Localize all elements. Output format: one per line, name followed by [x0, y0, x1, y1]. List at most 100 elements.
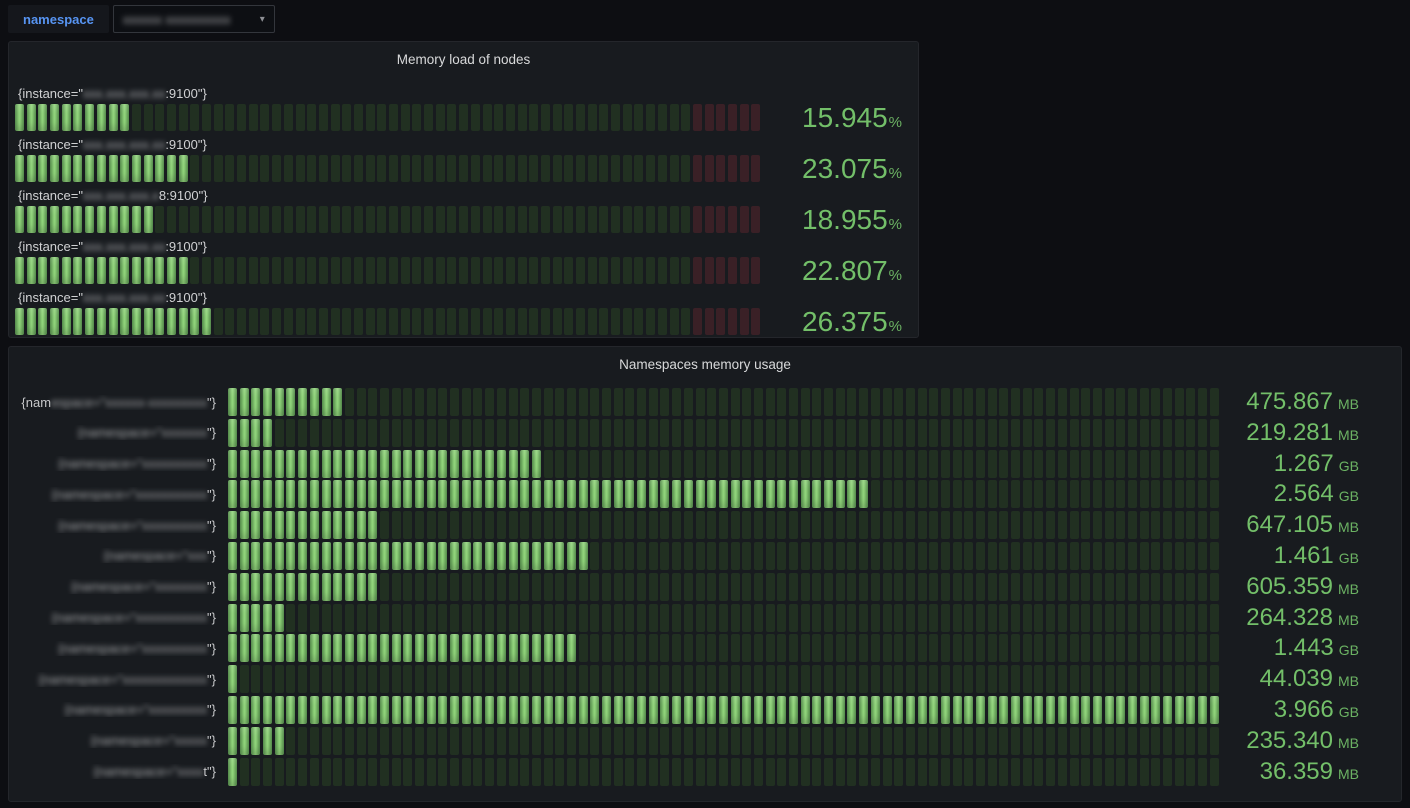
- gauge-cell: [333, 695, 343, 724]
- gauge-cell: [1046, 757, 1056, 786]
- gauge-cell: [987, 418, 997, 447]
- gauge-cell: [15, 104, 24, 131]
- gauge-cell: [286, 665, 296, 694]
- gauge-cell: [263, 541, 273, 570]
- gauge-cell: [356, 634, 366, 663]
- gauge-cell: [646, 104, 656, 131]
- gauge-cell: [377, 257, 387, 284]
- gauge-cell: [540, 308, 550, 335]
- gauge-cell: [1104, 572, 1114, 601]
- gauge-cell: [1198, 388, 1208, 416]
- gauge-cell: [470, 104, 480, 131]
- gauge-cell: [1011, 388, 1021, 416]
- gauge-cell: [765, 388, 775, 416]
- gauge-cell: [578, 388, 588, 416]
- gauge-cell: [789, 726, 798, 755]
- gauge-cell: [611, 308, 621, 335]
- gauge-cell: [520, 449, 530, 478]
- gauge-cell: [765, 665, 775, 694]
- chevron-down-icon: ▾: [259, 13, 265, 25]
- gauge-cell: [120, 104, 130, 131]
- panel-title[interactable]: Memory load of nodes: [396, 52, 531, 67]
- gauge-cell: [613, 572, 623, 601]
- gauge-cell: [637, 572, 647, 601]
- gauge-cell: [1127, 757, 1137, 786]
- gauge-cell: [248, 206, 258, 233]
- gauge-cell: [540, 155, 550, 182]
- gauge-cell: [789, 634, 798, 663]
- gauge-cell: [777, 418, 787, 447]
- gauge-cell: [333, 418, 343, 447]
- panel-title[interactable]: Namespaces memory usage: [619, 357, 791, 372]
- gauge-cell: [751, 155, 761, 182]
- gauge-cell: [155, 308, 165, 335]
- gauge-cell: [742, 480, 752, 509]
- gauge-value-unit: %: [888, 266, 902, 284]
- gauge-cell: [356, 449, 366, 478]
- gauge-cell: [695, 541, 705, 570]
- gauge-cell: [531, 572, 541, 601]
- gauge-cell: [447, 206, 457, 233]
- gauge-cell: [391, 695, 401, 724]
- gauge-cell: [800, 388, 810, 416]
- gauge-cell: [730, 572, 740, 601]
- gauge-cell: [1174, 480, 1184, 509]
- gauge-cell: [566, 541, 576, 570]
- gauge-value-number: 475.867: [1246, 388, 1333, 415]
- gauge-cell: [426, 695, 436, 724]
- label-prefix: {nam: [21, 394, 52, 410]
- gauge-cell: [508, 418, 518, 447]
- gauge-cell: [587, 206, 597, 233]
- node-gauge-row: {instance="xxx.xxx.xxx.xx:9100"} 22.807%: [15, 238, 918, 284]
- gauge-cell: [1104, 480, 1114, 509]
- namespace-dropdown[interactable]: xxxxxx xxxxxxxxxx ▾: [112, 5, 275, 33]
- gauge-cell: [225, 308, 235, 335]
- gauge-cell: [753, 665, 763, 694]
- gauge-cell: [1011, 757, 1021, 786]
- gauge-cell: [789, 511, 798, 540]
- gauge-value-unit: GB: [1338, 549, 1359, 566]
- gauge-cell: [412, 206, 422, 233]
- gauge-cell: [940, 388, 950, 416]
- gauge-cell: [716, 257, 726, 284]
- gauge-cell: [599, 308, 609, 335]
- gauge-cell: [368, 603, 378, 632]
- gauge-cell: [692, 308, 702, 335]
- gauge-cell: [824, 418, 834, 447]
- gauge-cell: [730, 695, 740, 724]
- gauge-cell: [333, 449, 343, 478]
- gauge-cell: [660, 726, 670, 755]
- gauge-cell: [400, 257, 410, 284]
- gauge-cell: [1104, 449, 1114, 478]
- gauge-cell: [1069, 634, 1079, 663]
- gauge-cell: [637, 511, 647, 540]
- gauge-cell: [202, 257, 211, 284]
- gauge-cell: [321, 634, 331, 663]
- gauge-cell: [730, 603, 740, 632]
- gauge-cell: [625, 572, 635, 601]
- gauge-value-unit: MB: [1338, 611, 1359, 628]
- gauge-cell: [660, 418, 670, 447]
- gauge-cell: [485, 634, 495, 663]
- gauge-cell: [473, 418, 483, 447]
- gauge-cell: [637, 603, 647, 632]
- gauge-cell: [739, 257, 749, 284]
- gauge-value-number: 15.945: [802, 101, 888, 133]
- gauge-cell: [552, 104, 562, 131]
- gauge-cell: [566, 511, 576, 540]
- gauge-cell: [344, 388, 354, 416]
- bar-gauge: [228, 603, 1219, 632]
- gauge-cell: [929, 634, 939, 663]
- gauge-cell: [917, 603, 927, 632]
- gauge-cell: [824, 511, 834, 540]
- gauge-cell: [789, 757, 798, 786]
- gauge-cell: [976, 418, 985, 447]
- gauge-cell: [73, 257, 83, 284]
- gauge-cell: [1081, 572, 1091, 601]
- gauge-cell: [976, 757, 985, 786]
- gauge-cell: [1034, 449, 1044, 478]
- gauge-cell: [1209, 634, 1219, 663]
- gauge-value-number: 44.039: [1259, 665, 1333, 693]
- gauge-cell: [228, 665, 237, 694]
- gauge-cell: [870, 572, 880, 601]
